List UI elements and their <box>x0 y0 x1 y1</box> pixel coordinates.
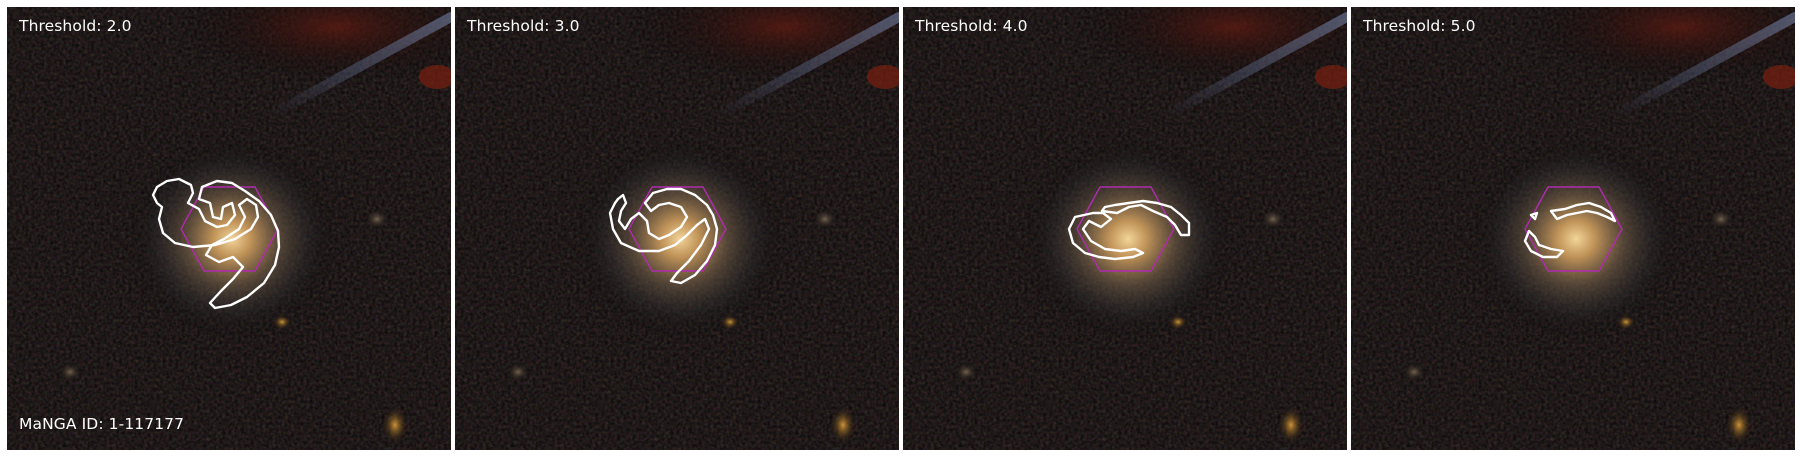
threshold-panel-3: Threshold: 4.0 <box>903 7 1347 450</box>
galaxy-image-4 <box>1351 7 1795 450</box>
contour-outline-2 <box>608 187 719 285</box>
contour-outline-1 <box>151 177 281 310</box>
threshold-label-2: Threshold: 3.0 <box>467 17 580 35</box>
contour-outline-4 <box>1523 201 1617 259</box>
contour-outline-3 <box>1067 199 1191 261</box>
manga-id-label: MaNGA ID: 1-117177 <box>19 415 185 433</box>
galaxy-image-1 <box>7 7 451 450</box>
threshold-panel-2: Threshold: 3.0 <box>455 7 899 450</box>
galaxy-image-3 <box>903 7 1347 450</box>
threshold-panel-1: Threshold: 2.0 MaNGA ID: 1-117177 <box>7 7 451 450</box>
threshold-label-4: Threshold: 5.0 <box>1363 17 1476 35</box>
threshold-panel-4: Threshold: 5.0 <box>1351 7 1795 450</box>
galaxy-image-2 <box>455 7 899 450</box>
threshold-label-3: Threshold: 4.0 <box>915 17 1028 35</box>
threshold-label-1: Threshold: 2.0 <box>19 17 132 35</box>
